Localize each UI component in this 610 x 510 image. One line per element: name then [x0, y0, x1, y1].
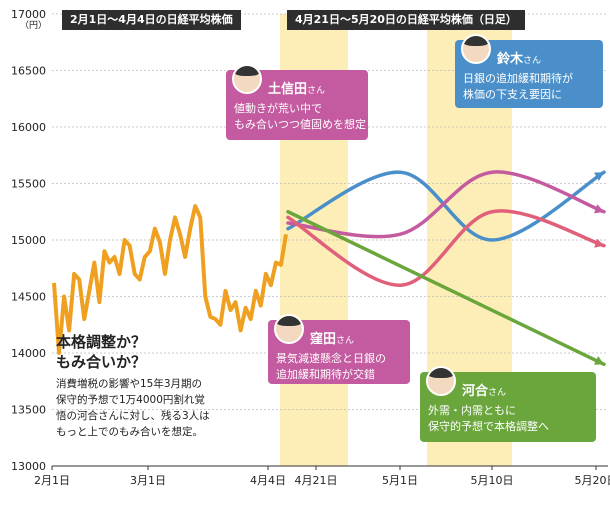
analyst-name: 窪田 — [310, 332, 337, 347]
avatar — [461, 34, 491, 64]
analyst-card-suzuki: 鈴木さん 日銀の追加緩和期待が 株価の下支え要因に — [455, 34, 603, 108]
callout-note-line: 消費増税の影響や15年3月期の — [56, 378, 203, 390]
analyst-card-doshinda: 土信田さん 値動きが荒い中で もみ合いつつ値固めを想定 — [226, 64, 368, 140]
analyst-comment-line: 保守的予想で本格調整へ — [428, 420, 549, 433]
forecast-line-河合 — [286, 210, 606, 367]
analyst-comment-line: もみ合いつつ値固めを想定 — [234, 118, 366, 131]
callout-title-2: もみ合いか？ — [56, 353, 147, 371]
arrowhead — [594, 172, 604, 181]
axes: 13000 13500 14000 14500 15000 15500 16000 16500… — [11, 8, 610, 487]
y-tick-label: 15500 — [11, 178, 46, 191]
y-tick-label: 14000 — [11, 347, 46, 360]
avatar — [274, 314, 304, 344]
analyst-suffix: さん — [488, 388, 507, 398]
x-tick-label: 3月1日 — [130, 474, 166, 487]
y-tick-label: 16000 — [11, 121, 46, 134]
analyst-comment-line: 株価の下支え要因に — [463, 88, 562, 101]
y-tick-label: 13500 — [11, 404, 46, 417]
callout-title-1: 本格調整か？ — [56, 333, 147, 351]
arrowhead — [594, 204, 604, 214]
callout-note: 消費増税の影響や15年3月期の 保守的予想で1万4000円割れ覚 悟の河合さんに… — [56, 376, 266, 440]
analyst-name: 鈴木 — [497, 52, 524, 67]
callout-note-line: 保守的予想で1万4000円割れ覚 — [56, 394, 205, 406]
y-tick-label: 15000 — [11, 234, 46, 247]
avatar — [232, 64, 262, 94]
forecast-line-土信田 — [286, 170, 606, 239]
forecast-line-窪田 — [286, 209, 606, 287]
analyst-comment-line: 追加緩和期待が交錯 — [276, 368, 375, 381]
arrowhead — [594, 356, 604, 365]
analyst-comment-line: 景気減速懸念と日銀の — [276, 352, 386, 365]
x-tick-label: 4月4日 — [250, 474, 286, 487]
analyst-comment-line: 外需・内需ともに — [428, 404, 516, 417]
analyst-suffix: さん — [523, 56, 542, 66]
header-left-period: 2月1日〜4月4日の日経平均株価 — [62, 10, 241, 30]
y-tick-label: 13000 — [11, 460, 46, 473]
arrowhead — [594, 238, 604, 248]
callout-note-line: もっと上でのもみ合いを想定。 — [56, 426, 203, 438]
header-right-period: 4月21日〜5月20日の日経平均株価（日足） — [287, 10, 525, 30]
callout-note-line: 悟の河合さんに対し、残る3人は — [56, 410, 210, 422]
analyst-card-kawai: 河合さん 外需・内需ともに 保守的予想で本格調整へ — [420, 366, 596, 442]
analyst-name: 河合 — [462, 384, 489, 399]
y-axis-unit: （円） — [20, 20, 47, 31]
y-tick-label: 16500 — [11, 65, 46, 78]
analyst-suffix: さん — [336, 336, 355, 346]
x-tick-label: 5月10日 — [471, 474, 514, 487]
x-tick-label: 5月20日 — [575, 474, 610, 487]
y-tick-label: 17000 — [11, 8, 46, 21]
analyst-card-kubota: 窪田さん 景気減速懸念と日銀の 追加緩和期待が交錯 — [268, 314, 410, 384]
summary-callout: 本格調整か？ もみ合いか？ 消費増税の影響や15年3月期の 保守的予想で1万40… — [56, 332, 266, 440]
x-tick-label: 5月1日 — [382, 474, 418, 487]
analyst-name: 土信田 — [268, 82, 308, 97]
analyst-comment-line: 日銀の追加緩和期待が — [463, 72, 573, 85]
series — [52, 170, 606, 367]
forecast-line-鈴木 — [286, 170, 606, 242]
y-tick-label: 14500 — [11, 291, 46, 304]
analyst-suffix: さん — [307, 86, 326, 96]
avatar — [426, 366, 456, 396]
actual-index-line — [52, 204, 288, 355]
x-tick-label: 4月21日 — [295, 474, 338, 487]
analyst-comment-line: 値動きが荒い中で — [234, 102, 322, 115]
x-tick-label: 2月1日 — [34, 474, 70, 487]
